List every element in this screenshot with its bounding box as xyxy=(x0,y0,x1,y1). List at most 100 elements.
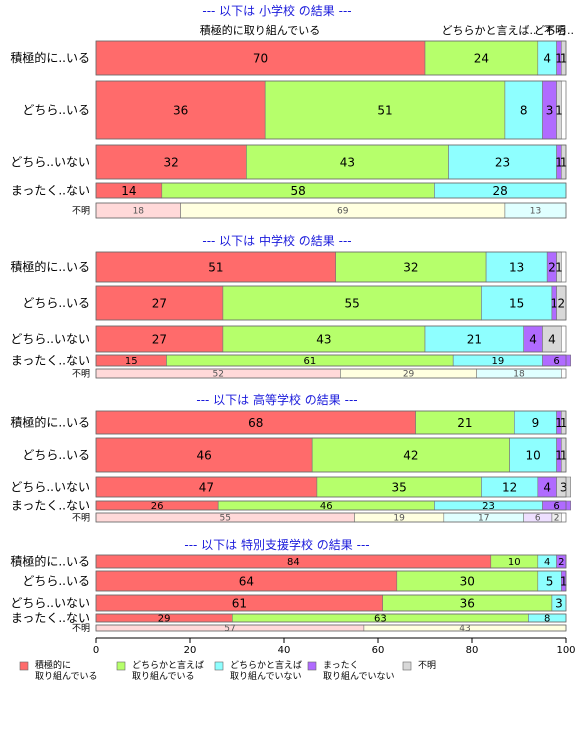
bar-row: 不明 57 43 xyxy=(72,623,567,634)
x-tick-label: 80 xyxy=(466,645,479,656)
legend-label: 取り組んでいない xyxy=(230,670,302,682)
bar-value-label: 43 xyxy=(340,155,355,169)
bar-value-label: 1 xyxy=(555,260,563,274)
bar-row: 不明 18 69 13 xyxy=(72,202,567,219)
bar-outline xyxy=(95,476,567,498)
row-label: 積極的に..いる xyxy=(10,415,90,430)
bar-value-label: 46 xyxy=(196,448,211,462)
bar-value-label: 4 xyxy=(529,332,537,346)
top-label-1: どちらかと言えば.. xyxy=(442,24,537,37)
legend-label: 取り組んでいる xyxy=(35,670,98,682)
bar-value-label: 4 xyxy=(544,557,550,568)
bar-row: どちら..いない 47 35 12 4 3 xyxy=(10,476,571,498)
bar-segment xyxy=(246,144,449,180)
bar-value-label: 47 xyxy=(199,480,214,494)
bar-value-label: 27 xyxy=(152,296,167,310)
bar-value-label: 3 xyxy=(546,103,554,117)
legend-swatch xyxy=(116,661,126,671)
bar-value-label: 15 xyxy=(125,356,138,367)
row-label: どちら..いる xyxy=(22,448,90,462)
bar-value-label: 15 xyxy=(509,296,524,310)
section-title: --- 以下は 中学校 の結果 --- xyxy=(202,233,351,248)
bar-outline xyxy=(95,40,567,76)
row-label: 積極的に..いる xyxy=(10,50,90,65)
bar-value-label: 26 xyxy=(151,501,164,512)
bar-segment xyxy=(95,40,426,76)
bar-row: どちら..いる 36 51 8 3 1 xyxy=(22,80,567,140)
bar-value-label: 51 xyxy=(377,103,392,117)
bar-value-label: 1 xyxy=(560,51,568,65)
legend-item: 積極的に取り組んでいる xyxy=(19,659,98,682)
bar-value-label: 13 xyxy=(509,260,524,274)
bar-outline xyxy=(95,285,567,321)
bar-value-label: 23 xyxy=(482,501,495,512)
bar-value-label: 2 xyxy=(557,296,565,310)
bar-value-label: 8 xyxy=(520,103,528,117)
legend-label: 取り組んでいる xyxy=(132,670,195,682)
bar-outline xyxy=(95,594,567,612)
bar-row: どちら..いる 46 42 10 11 xyxy=(22,437,567,473)
top-labels: 積極的に取り組んでいる どちらかと言えば..どちら..不明 xyxy=(200,23,574,37)
row-label: どちら..いる xyxy=(22,103,90,117)
bar-row: どちら..いる 27 55 15 1 2 xyxy=(22,285,567,321)
bar-outline xyxy=(95,437,567,473)
bar-outline xyxy=(95,410,567,435)
bar-value-label: 6 xyxy=(535,514,541,524)
bar-outline xyxy=(95,368,567,379)
bar-value-label: 12 xyxy=(502,480,517,494)
bar-value-label: 2 xyxy=(558,557,564,568)
bar-row: どちら..いない 32 43 23 11 xyxy=(10,144,567,180)
bar-value-label: 84 xyxy=(287,557,300,568)
row-label: どちら..いない xyxy=(10,596,90,610)
bar-value-label: 1 xyxy=(555,103,563,117)
bar-row: 積極的に..いる 84 10 4 2 xyxy=(10,554,567,569)
bar-value-label: 6 xyxy=(553,501,559,512)
bar-segment xyxy=(95,285,224,321)
bar-outline xyxy=(95,512,567,523)
bar-value-label: 35 xyxy=(392,480,407,494)
bar-value-label: 28 xyxy=(493,184,508,198)
bar-outline xyxy=(95,202,567,219)
bar-segment xyxy=(485,251,548,283)
bar-value-label: 32 xyxy=(403,260,418,274)
legend-swatch xyxy=(307,661,317,671)
section-3: --- 以下は 特別支援学校 の結果 --- 積極的に..いる 84 10 4 2 どちら.… xyxy=(10,537,567,634)
bar-value-label: 32 xyxy=(164,155,179,169)
bar-value-label: 61 xyxy=(232,596,247,610)
top-label-2: どちら.. xyxy=(534,24,574,37)
bar-value-label: 23 xyxy=(495,155,510,169)
bar-row: どちら..いない 27 43 21 4 4 xyxy=(10,325,567,353)
bar-value-label: 29 xyxy=(403,370,415,380)
bar-value-label: 43 xyxy=(459,624,470,634)
bar-value-label: 52 xyxy=(212,370,223,380)
bar-value-label: 30 xyxy=(460,574,475,588)
x-axis: 0 20 40 60 80 100 xyxy=(93,637,576,656)
bar-outline xyxy=(95,613,567,623)
bar-value-label: 1 xyxy=(555,51,563,65)
bar-value-label: 69 xyxy=(337,207,349,217)
top-label-3: 不明 xyxy=(544,24,566,37)
bar-segment xyxy=(95,251,336,283)
bar-value-label: 46 xyxy=(320,501,333,512)
bar-value-label: 10 xyxy=(525,448,540,462)
bar-value-label: 4 xyxy=(543,480,551,494)
row-label: まったく..ない xyxy=(11,184,90,198)
bar-segment xyxy=(264,80,506,140)
bar-value-label: 3 xyxy=(560,480,568,494)
row-label: 不明 xyxy=(72,623,90,634)
bar-value-label: 21 xyxy=(457,416,472,430)
bar-value-label: 58 xyxy=(290,184,305,198)
bar-value-label: 6 xyxy=(553,356,559,367)
row-label: 不明 xyxy=(72,206,90,217)
row-label: どちら..いない xyxy=(10,332,90,346)
section-2: --- 以下は 高等学校 の結果 ---積極的に..いる 68 21 9 11どちら..… xyxy=(10,392,572,524)
legend-label: まったく xyxy=(323,660,359,671)
bar-outline xyxy=(95,554,567,569)
bar-outline xyxy=(95,325,567,353)
row-label: どちら..いない xyxy=(10,480,90,494)
legend-label: 取り組んでいない xyxy=(323,670,395,682)
row-label: どちら..いる xyxy=(22,296,90,310)
bar-value-label: 63 xyxy=(374,614,387,625)
chart-legend: 積極的に取り組んでいるどちらかと言えば取り組んでいるどちらかと言えば取り組んでい… xyxy=(19,659,436,682)
bar-outline xyxy=(95,570,567,592)
